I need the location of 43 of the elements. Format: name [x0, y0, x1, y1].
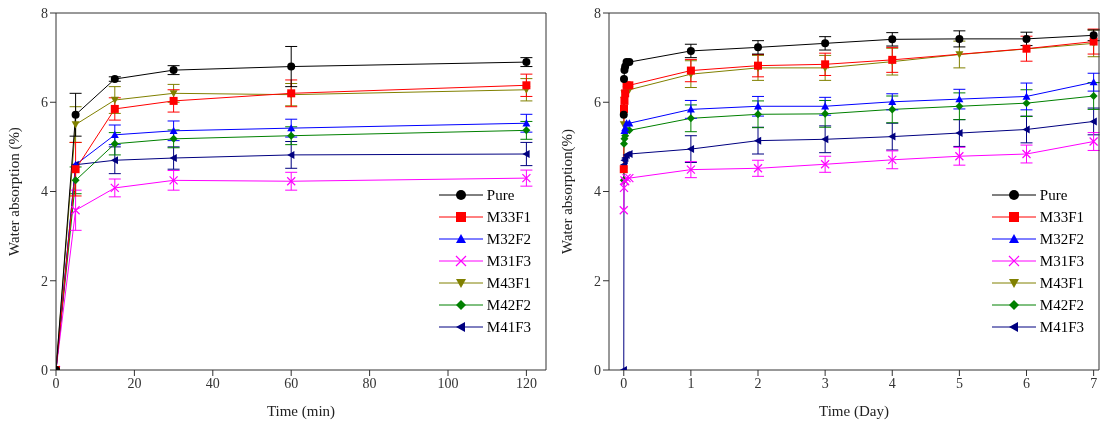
legend-label: M33F1 [486, 208, 531, 227]
x-tick-label: 80 [362, 375, 377, 391]
legend-label: Pure [486, 186, 515, 205]
legend-label: M42F2 [1039, 296, 1084, 315]
y-tick-label: 6 [594, 95, 601, 111]
y-tick-label: 8 [594, 5, 601, 21]
x-tick-label: 4 [888, 375, 896, 391]
x-axis-title: Time (min) [266, 403, 336, 420]
x-tick-label: 3 [821, 375, 829, 391]
x-tick-label: 40 [205, 375, 220, 391]
y-axis-title: Water absorption(%) [559, 129, 577, 254]
y-tick-label: 4 [594, 184, 601, 200]
x-tick-label: 0 [52, 375, 60, 391]
legend-label: M31F3 [486, 252, 531, 271]
y-tick-label: 8 [41, 5, 48, 21]
y-tick-label: 0 [594, 362, 601, 378]
legend-label: M43F1 [486, 274, 531, 293]
legend-label: M41F3 [1039, 318, 1084, 337]
x-axis-title: Time (Day) [819, 403, 889, 420]
x-tick-label: 120 [515, 375, 537, 391]
legend-label: Pure [1039, 186, 1068, 205]
x-tick-label: 100 [437, 375, 459, 391]
x-tick-label: 60 [284, 375, 299, 391]
legend-label: M43F1 [1039, 274, 1084, 293]
legend-label: M42F2 [486, 296, 531, 315]
x-tick-label: 20 [127, 375, 142, 391]
legend-label: M33F1 [1039, 208, 1084, 227]
x-tick-label: 6 [1023, 375, 1031, 391]
y-tick-label: 0 [41, 362, 48, 378]
y-tick-label: 6 [41, 95, 48, 111]
x-tick-label: 5 [955, 375, 963, 391]
x-tick-label: 2 [754, 375, 762, 391]
legend-label: M31F3 [1039, 252, 1084, 271]
y-tick-label: 2 [594, 273, 601, 289]
y-axis-title: Water absorption (%) [6, 127, 24, 256]
legend-label: M32F2 [1039, 230, 1084, 249]
y-tick-label: 4 [41, 184, 48, 200]
y-tick-label: 2 [41, 273, 48, 289]
x-tick-label: 1 [687, 375, 695, 391]
legend-label: M41F3 [486, 318, 531, 337]
legend-label: M32F2 [486, 230, 531, 249]
x-tick-label: 0 [620, 375, 628, 391]
x-tick-label: 7 [1090, 375, 1098, 391]
